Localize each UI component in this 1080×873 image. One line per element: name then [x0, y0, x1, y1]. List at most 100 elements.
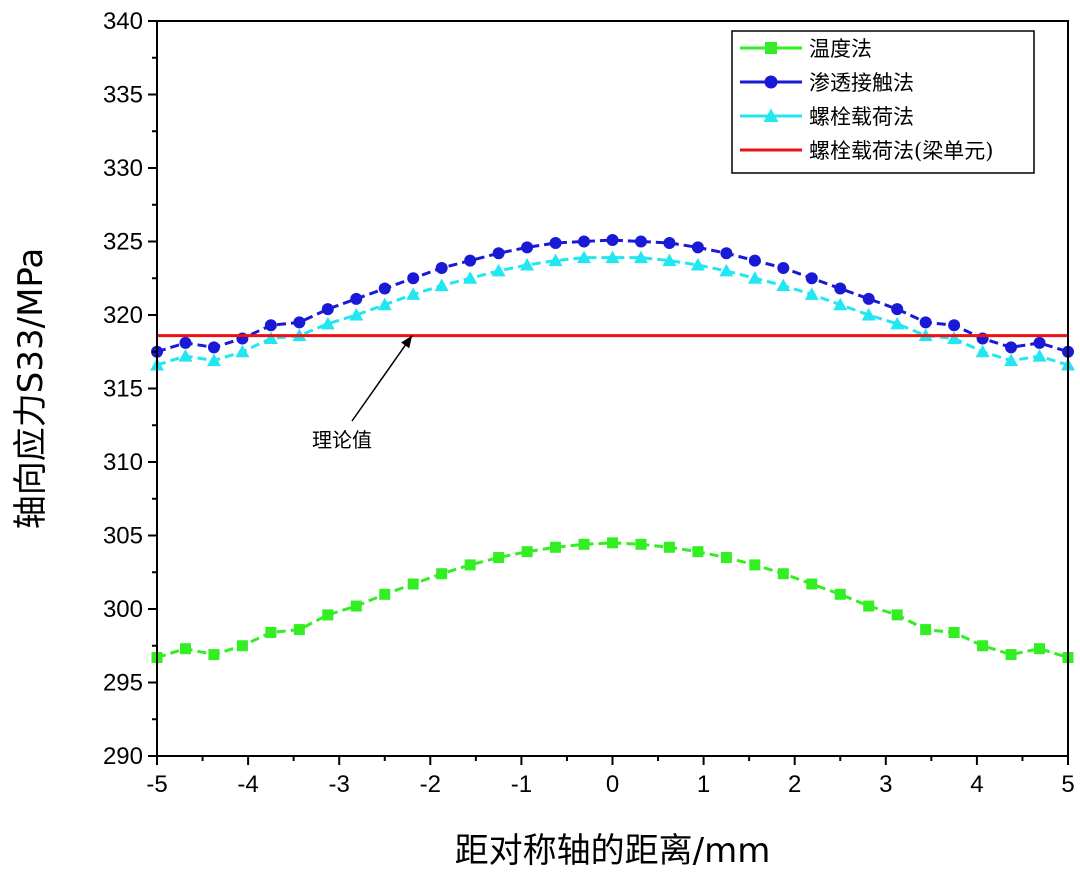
- y-tick-label: 305: [103, 523, 143, 550]
- data-point-triangle: [1004, 353, 1019, 367]
- data-point-square: [863, 600, 875, 612]
- x-tick-label: -4: [237, 771, 258, 798]
- annotation-arrow-head: [401, 335, 413, 349]
- data-point-square: [236, 640, 248, 652]
- data-point-square: [350, 600, 362, 612]
- x-tick-label: 4: [970, 771, 983, 798]
- data-point-circle: [521, 241, 534, 254]
- legend-swatch-square: [765, 42, 777, 54]
- legend-label: 螺栓载荷法(梁单元): [809, 139, 993, 163]
- data-point-square: [891, 609, 903, 621]
- data-point-square: [920, 624, 932, 636]
- data-point-square: [407, 578, 419, 590]
- data-point-triangle: [662, 253, 677, 267]
- data-point-triangle: [804, 287, 819, 300]
- y-tick-label: 290: [103, 743, 143, 770]
- data-point-square: [550, 541, 562, 553]
- data-point-square: [806, 578, 818, 590]
- data-point-circle: [293, 316, 306, 329]
- y-tick-label: 320: [103, 302, 143, 329]
- x-tick-label: 0: [606, 771, 619, 798]
- data-point-circle: [663, 236, 676, 249]
- data-point-circle: [549, 236, 562, 249]
- data-point-circle: [606, 234, 619, 247]
- data-point-circle: [691, 241, 704, 254]
- data-point-triangle: [633, 250, 648, 264]
- data-point-square: [948, 627, 960, 639]
- data-point-circle: [350, 292, 363, 305]
- annotation-label: 理论值: [312, 428, 372, 452]
- data-point-triangle: [1032, 349, 1047, 362]
- data-point-circle: [1033, 336, 1046, 349]
- legend-swatch-circle: [764, 75, 778, 89]
- data-point-square: [179, 643, 191, 655]
- y-tick-label: 295: [103, 670, 143, 697]
- data-point-square: [379, 588, 391, 600]
- data-point-square: [1005, 649, 1017, 661]
- data-point-circle: [748, 254, 761, 267]
- data-point-square: [322, 609, 334, 621]
- data-point-circle: [435, 261, 448, 274]
- data-point-circle: [1005, 341, 1018, 354]
- x-tick-label: 3: [879, 771, 892, 798]
- data-point-triangle: [975, 344, 990, 358]
- series-layer: [150, 234, 1075, 664]
- data-point-square: [436, 568, 448, 580]
- x-tick-label: 1: [697, 771, 710, 798]
- data-point-triangle: [605, 250, 620, 264]
- data-point-circle: [207, 341, 220, 354]
- data-point-circle: [634, 235, 647, 248]
- x-tick-label: -5: [146, 771, 167, 798]
- legend-label: 螺栓载荷法: [809, 105, 914, 129]
- data-point-triangle: [577, 250, 592, 264]
- data-point-triangle: [463, 271, 478, 284]
- data-point-square: [777, 568, 789, 580]
- data-point-square: [692, 546, 704, 558]
- data-point-square: [578, 538, 590, 550]
- data-point-square: [977, 640, 989, 652]
- data-point-triangle: [377, 297, 392, 311]
- y-tick-label: 310: [103, 449, 143, 476]
- data-point-circle: [919, 316, 932, 329]
- data-point-triangle: [719, 263, 734, 277]
- data-point-square: [1034, 643, 1046, 655]
- data-point-circle: [948, 319, 961, 332]
- data-point-circle: [492, 247, 505, 260]
- data-point-square: [293, 624, 305, 636]
- data-point-circle: [862, 292, 875, 305]
- legend-label: 温度法: [809, 37, 872, 61]
- data-point-square: [208, 649, 220, 661]
- y-tick-label: 325: [103, 229, 143, 256]
- data-point-triangle: [747, 271, 762, 284]
- data-point-circle: [578, 235, 591, 248]
- legend-label: 渗透接触法: [809, 71, 914, 95]
- data-point-circle: [777, 261, 790, 274]
- data-point-circle: [834, 282, 847, 295]
- x-axis-title: 距对称轴的距离/mm: [455, 831, 771, 871]
- data-point-triangle: [263, 331, 278, 345]
- data-point-square: [607, 537, 618, 549]
- data-point-triangle: [349, 308, 364, 321]
- data-point-triangle: [947, 331, 962, 345]
- y-tick-label: 315: [103, 376, 143, 403]
- data-point-triangle: [548, 253, 563, 267]
- y-tick-label: 330: [103, 155, 143, 182]
- data-point-square: [265, 627, 277, 639]
- data-point-square: [663, 541, 675, 553]
- data-point-square: [635, 538, 647, 550]
- data-point-square: [749, 559, 761, 571]
- data-point-triangle: [206, 353, 221, 367]
- y-tick-label: 300: [103, 596, 143, 623]
- data-point-circle: [179, 336, 192, 349]
- data-point-triangle: [520, 258, 535, 271]
- y-axis-title: 轴向应力S33/MPa: [11, 248, 51, 529]
- data-point-circle: [264, 319, 277, 332]
- x-tick-label: 5: [1061, 771, 1074, 798]
- x-tick-label: -2: [420, 771, 441, 798]
- y-tick-label: 340: [103, 8, 143, 35]
- data-point-triangle: [690, 258, 705, 271]
- data-point-square: [521, 546, 533, 558]
- data-point-circle: [378, 282, 391, 295]
- data-point-circle: [407, 272, 420, 285]
